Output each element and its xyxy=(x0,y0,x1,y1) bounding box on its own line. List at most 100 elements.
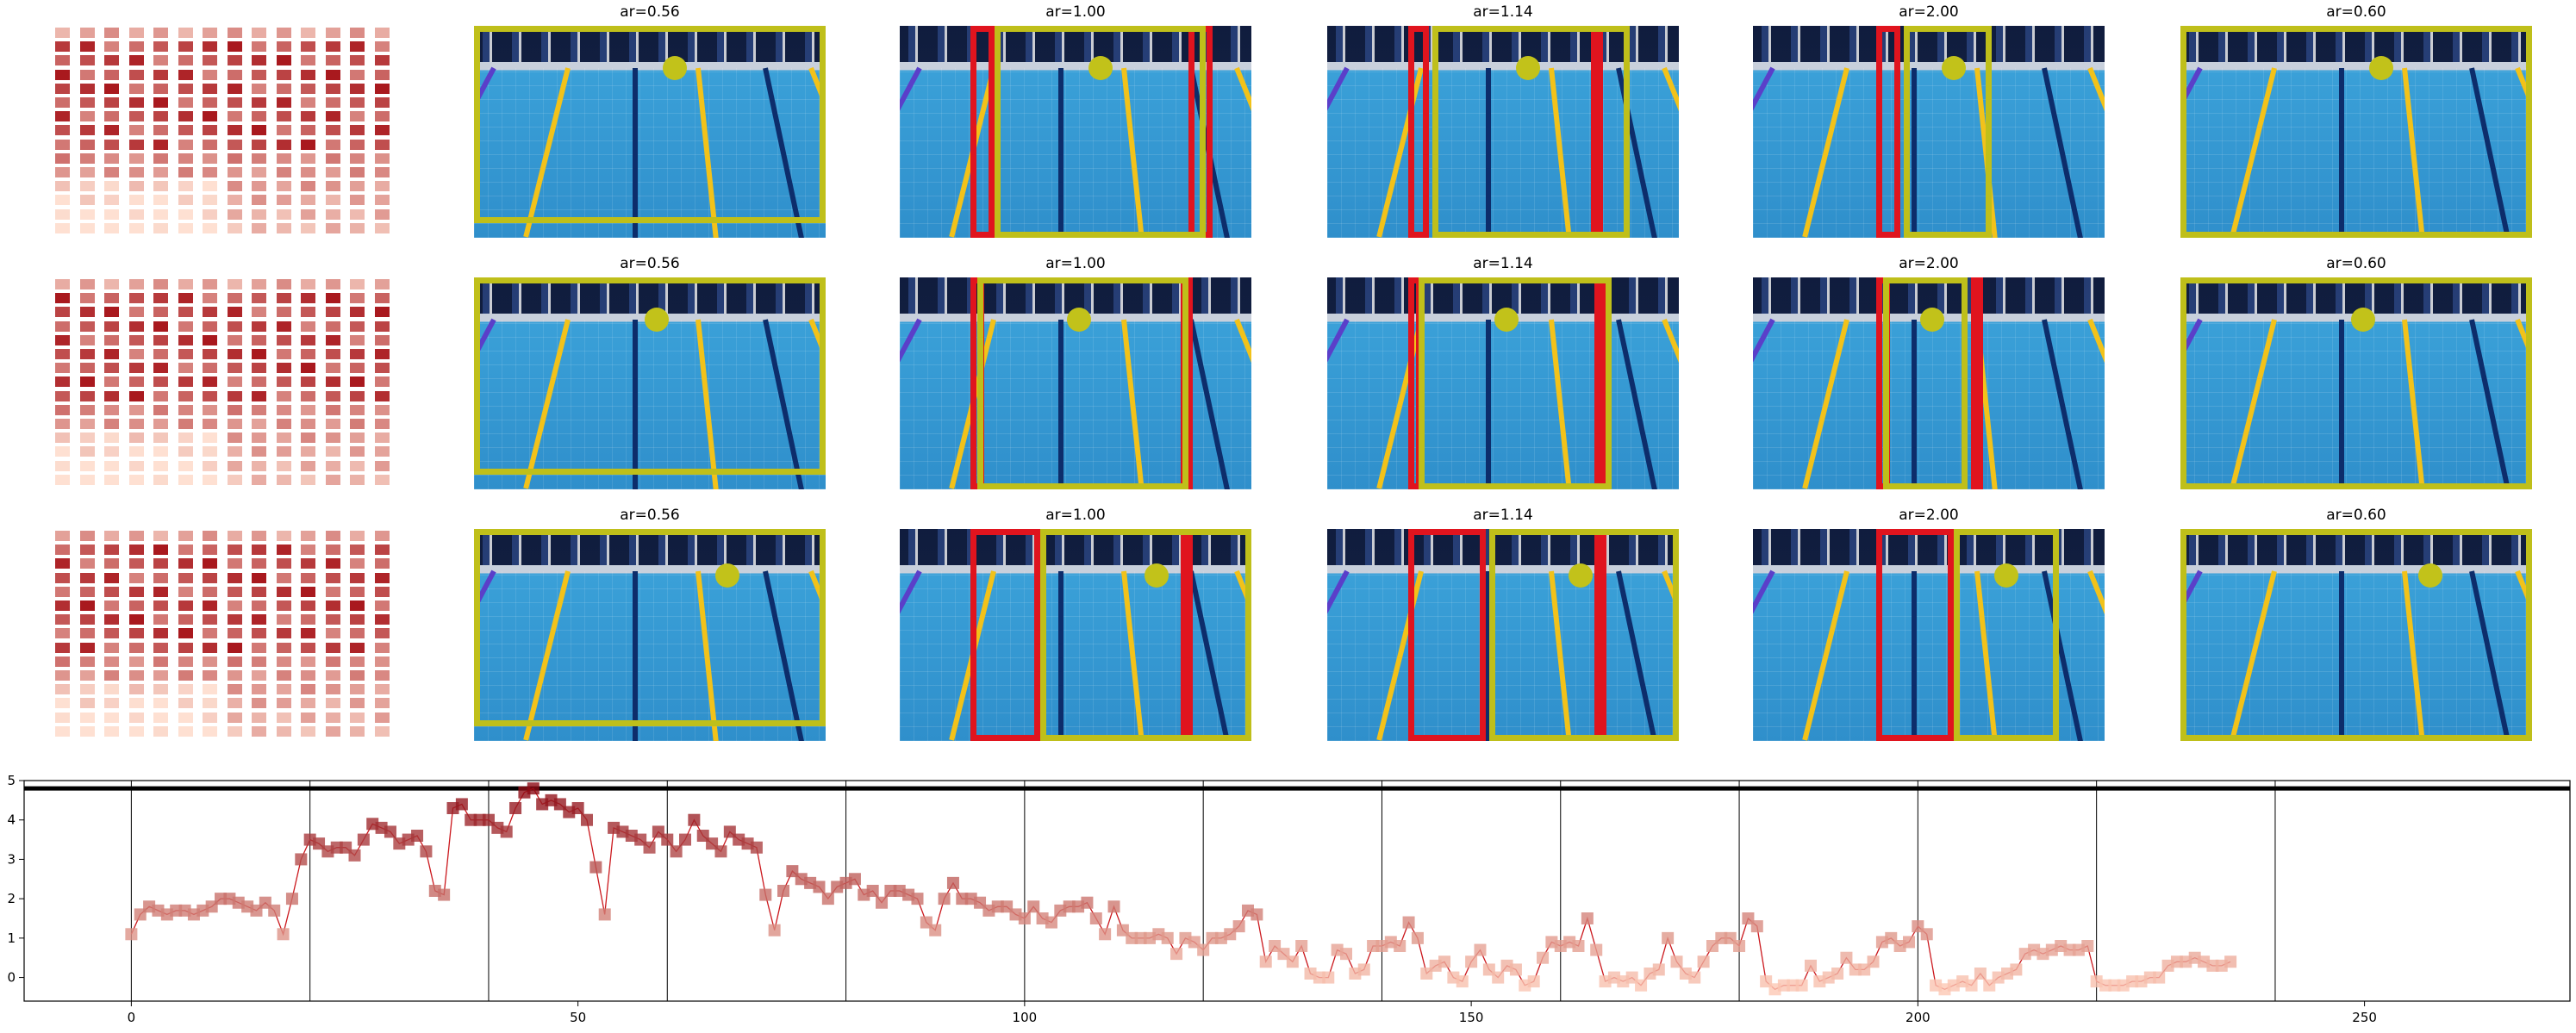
heatmap-cell xyxy=(350,712,365,723)
crop-panel: ar=1.14 xyxy=(1327,255,1679,489)
heatmap-cell xyxy=(203,670,217,681)
target-dot xyxy=(1941,56,1966,81)
heatmap-cell xyxy=(374,404,390,415)
lane-line xyxy=(1911,571,1917,741)
heatmap-cell xyxy=(301,656,315,667)
crop-panel: ar=0.56 xyxy=(474,255,826,489)
heatmap-cell xyxy=(301,307,315,318)
heatmap-cell xyxy=(374,83,390,94)
heatmap-cell xyxy=(128,208,144,220)
heatmap-cell xyxy=(350,390,365,401)
heatmap-cell xyxy=(153,531,168,541)
yellow-crop-box xyxy=(1040,529,1251,741)
data-point xyxy=(277,928,290,941)
data-point xyxy=(1107,900,1120,913)
heatmap-cell xyxy=(350,460,365,471)
heatmap-cell xyxy=(301,545,315,556)
heatmap-cell xyxy=(104,446,119,457)
heatmap-cell xyxy=(325,167,340,177)
heatmap-cell xyxy=(178,725,193,737)
heatmap-cell xyxy=(325,419,340,429)
target-dot xyxy=(1920,308,1945,333)
heatmap-cell xyxy=(178,222,193,233)
heatmap-cell xyxy=(252,349,266,359)
y-tick-label: 3 xyxy=(7,851,16,867)
heatmap-cell xyxy=(301,152,315,164)
heatmap-cell xyxy=(104,545,119,556)
yellow-crop-box xyxy=(1904,26,1993,238)
x-tick-label: 250 xyxy=(2352,1010,2377,1025)
heatmap-cell xyxy=(350,195,365,206)
heatmap-cell xyxy=(350,614,365,625)
heatmap-cell xyxy=(325,334,340,345)
heatmap-cell xyxy=(276,614,291,625)
red-crop-box xyxy=(1407,26,1430,238)
heatmap-cell xyxy=(276,41,291,53)
heatmap-cell xyxy=(301,55,315,66)
heatmap-cell xyxy=(301,698,315,709)
heatmap-cell xyxy=(153,167,168,177)
heatmap-cell xyxy=(104,474,119,485)
heatmap-cell xyxy=(276,195,291,206)
heatmap-cell xyxy=(252,139,266,150)
heatmap-cell xyxy=(227,139,242,150)
heatmap-cell xyxy=(350,474,365,485)
heatmap-cell xyxy=(79,698,95,709)
heatmap-cell xyxy=(178,404,193,415)
heatmap-cell xyxy=(55,376,70,388)
heatmap-cell xyxy=(128,320,144,332)
data-point xyxy=(1170,948,1183,961)
heatmap-cell xyxy=(178,712,193,723)
heatmap-cell xyxy=(325,614,340,625)
data-point xyxy=(2153,971,2166,984)
target-dot xyxy=(1067,308,1092,333)
heatmap-cell xyxy=(276,222,291,233)
heatmap-cell xyxy=(374,279,390,289)
heatmap-cell xyxy=(79,545,95,556)
heatmap-cell xyxy=(153,293,168,304)
heatmap-cell xyxy=(276,474,291,485)
heatmap-cell xyxy=(325,83,340,94)
lane-line xyxy=(1057,68,1063,238)
heatmap-cell xyxy=(301,69,315,80)
heatmap-cell xyxy=(79,279,95,289)
data-point xyxy=(1902,936,1915,949)
heatmap-cell xyxy=(276,432,291,444)
heatmap-cell xyxy=(374,460,390,471)
heatmap-cell xyxy=(104,181,119,192)
heatmap-cell xyxy=(153,83,168,94)
data-point xyxy=(1251,908,1263,921)
heatmap-cell xyxy=(104,376,119,388)
heatmap-cell xyxy=(55,628,70,639)
pool-photo xyxy=(1753,277,2105,489)
heatmap-cell xyxy=(128,404,144,415)
heatmap-cell xyxy=(374,139,390,150)
data-point xyxy=(411,830,424,842)
heatmap-cell xyxy=(55,558,70,569)
heatmap-cell xyxy=(276,279,291,289)
heatmap-cell xyxy=(178,55,193,66)
heatmap-cell xyxy=(153,614,168,625)
heatmap-cell xyxy=(350,152,365,164)
heatmap-cell xyxy=(178,320,193,332)
heatmap-cell xyxy=(203,545,217,556)
heatmap-cell xyxy=(55,712,70,723)
heatmap-cell xyxy=(350,363,365,374)
heatmap-cell xyxy=(55,531,70,541)
heatmap-cell xyxy=(252,41,266,53)
heatmap-cell xyxy=(276,446,291,457)
heatmap-cell xyxy=(55,349,70,359)
heatmap-cell xyxy=(350,222,365,233)
data-point xyxy=(589,861,602,874)
heatmap-cell xyxy=(203,139,217,150)
yellow-crop-box xyxy=(1953,529,2059,741)
heatmap-cell xyxy=(79,195,95,206)
data-point xyxy=(688,813,701,826)
data-point xyxy=(1509,963,1522,976)
heatmap-cell xyxy=(276,349,291,359)
target-dot xyxy=(1088,56,1113,81)
heatmap-cell xyxy=(252,83,266,94)
heatmap-cell xyxy=(55,195,70,206)
heatmap-cell xyxy=(301,531,315,541)
heatmap-cell xyxy=(153,670,168,681)
